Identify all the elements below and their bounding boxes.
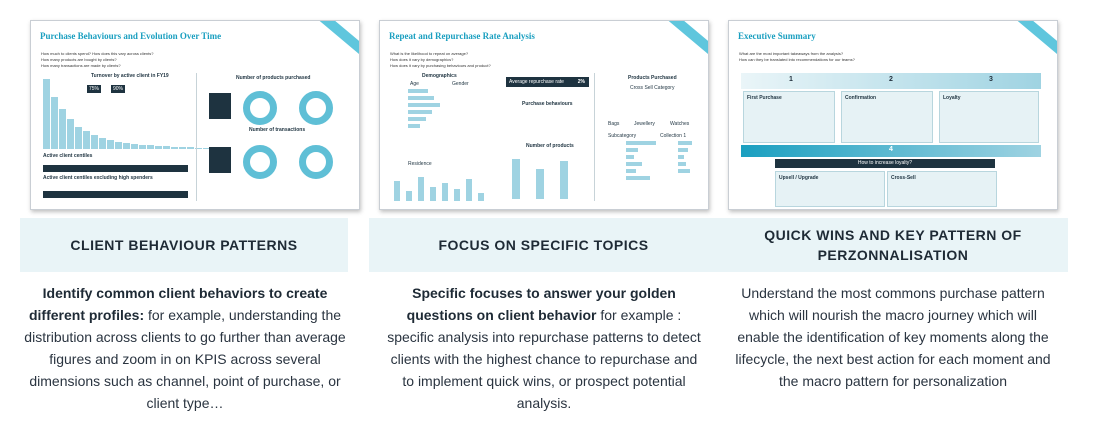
- legend-block: [209, 93, 231, 119]
- description-text: for example, understanding the distribut…: [24, 307, 346, 411]
- demographics-title: Demographics: [422, 73, 457, 79]
- slide-title: Repeat and Repurchase Rate Analysis: [389, 31, 535, 41]
- rate-value: 2%: [577, 79, 585, 85]
- centiles-label: Active client centiles: [43, 153, 93, 159]
- column-heading: CLIENT BEHAVIOUR PATTERNS: [20, 218, 348, 272]
- percentile-badge: 90%: [111, 85, 126, 93]
- slide-title: Purchase Behaviours and Evolution Over T…: [40, 31, 222, 41]
- loyalty-banner: How to increase loyalty?: [775, 159, 995, 168]
- summary-card: Loyalty: [939, 91, 1039, 143]
- step-number: 3: [989, 76, 993, 83]
- card-title: First Purchase: [747, 95, 782, 101]
- description-bold: Identify common client behaviors to crea…: [28, 285, 328, 323]
- description-text: Understand the most commons purchase pat…: [735, 285, 1051, 389]
- description-bold: Specific focuses to answer your golden q…: [406, 285, 676, 323]
- summary-card: First Purchase: [743, 91, 835, 143]
- heading-text: QUICK WINS AND KEY PATTERN OF PERZONNALI…: [764, 227, 1022, 263]
- transactions-title: Number of transactions: [249, 127, 306, 133]
- rate-label: Average repurchase rate: [509, 79, 564, 85]
- question: How many products are bought by clients?: [41, 57, 117, 62]
- corner-ribbon: [665, 21, 708, 58]
- donut-chart: [243, 145, 277, 179]
- behaviours-title: Purchase behaviours: [522, 101, 573, 107]
- repurchase-rate-banner: Average repurchase rate 2%: [506, 77, 589, 87]
- corner-ribbon: [316, 21, 359, 58]
- watches-label: Watches: [670, 121, 690, 127]
- legend-block: [209, 147, 231, 173]
- step-number: 2: [889, 76, 893, 83]
- card-title: Cross-Sell: [891, 175, 916, 181]
- column-heading: QUICK WINS AND KEY PATTERN OF PERZONNALI…: [718, 218, 1068, 272]
- residence-bars: [394, 171, 494, 201]
- cross-sell-label: Cross Sell Category: [630, 85, 675, 91]
- subcategory-label: Subcategory: [608, 133, 637, 139]
- heading-text: CLIENT BEHAVIOUR PATTERNS: [70, 237, 298, 253]
- products-purchased-title: Products Purchased: [628, 75, 677, 81]
- question: What are the most important takeaways fr…: [739, 51, 844, 56]
- subcategory-bars: [606, 141, 702, 201]
- age-label: Age: [410, 81, 419, 87]
- question: How many transactions are made by client…: [41, 63, 121, 68]
- divider: [196, 73, 197, 201]
- slide-thumbnail-behaviours[interactable]: Purchase Behaviours and Evolution Over T…: [30, 20, 360, 210]
- column-description: Understand the most commons purchase pat…: [730, 282, 1056, 392]
- slide-thumbnail-executive-summary[interactable]: Executive Summary What are the most impo…: [728, 20, 1058, 210]
- column-description: Specific focuses to answer your golden q…: [384, 282, 704, 414]
- question: How can they be translated into recommen…: [739, 57, 855, 62]
- jewellery-label: Jewellery: [634, 121, 655, 127]
- histogram-title: Turnover by active client in FY19: [91, 73, 169, 79]
- gender-label: Gender: [452, 81, 469, 87]
- collection-label: Collection 1: [660, 133, 687, 139]
- bags-label: Bags: [608, 121, 620, 127]
- nproducts-title: Number of products: [526, 143, 574, 149]
- step-number: 1: [789, 76, 793, 83]
- column-description: Identify common client behaviors to crea…: [20, 282, 350, 414]
- centile-bar: [43, 191, 188, 198]
- percentile-badge: 75%: [87, 85, 102, 93]
- card-title: Confirmation: [845, 95, 877, 101]
- donut-chart: [299, 145, 333, 179]
- card-title: Upsell / Upgrade: [779, 175, 819, 181]
- divider: [594, 73, 595, 201]
- question: What is the likelihood to repeat on aver…: [390, 51, 469, 56]
- question: How much to clients spend? How does this…: [41, 51, 154, 56]
- card-title: Loyalty: [943, 95, 961, 101]
- donut-chart: [243, 91, 277, 125]
- centile-bar: [43, 165, 188, 172]
- slide-questions: What is the likelihood to repeat on aver…: [390, 51, 491, 69]
- centiles-label: Active client centiles excluding high sp…: [43, 175, 153, 181]
- turnover-histogram: 75% 90%: [43, 79, 218, 149]
- slide-title: Executive Summary: [738, 31, 816, 41]
- summary-card: Cross-Sell: [887, 171, 997, 207]
- description-text: for example : specific analysis into rep…: [387, 307, 701, 411]
- question: How does it vary by purchasing behaviour…: [390, 63, 491, 68]
- column-heading: FOCUS ON SPECIFIC TOPICS: [369, 218, 718, 272]
- steps-arrow: 1 2 3: [741, 73, 1041, 89]
- heading-text: FOCUS ON SPECIFIC TOPICS: [438, 237, 649, 253]
- summary-card: Upsell / Upgrade: [775, 171, 885, 207]
- slide-questions: How much to clients spend? How does this…: [41, 51, 154, 69]
- residence-label: Residence: [408, 161, 432, 167]
- corner-ribbon: [1014, 21, 1057, 58]
- donut-chart: [299, 91, 333, 125]
- products-bars: [508, 151, 588, 199]
- return-arrow: 4: [741, 145, 1041, 157]
- step-number: 4: [889, 146, 893, 153]
- age-bars: [400, 89, 440, 149]
- products-title: Number of products purchased: [236, 75, 311, 81]
- question: How does it vary by demographics?: [390, 57, 454, 62]
- slide-questions: What are the most important takeaways fr…: [739, 51, 855, 63]
- slide-thumbnail-repurchase[interactable]: Repeat and Repurchase Rate Analysis What…: [379, 20, 709, 210]
- summary-card: Confirmation: [841, 91, 933, 143]
